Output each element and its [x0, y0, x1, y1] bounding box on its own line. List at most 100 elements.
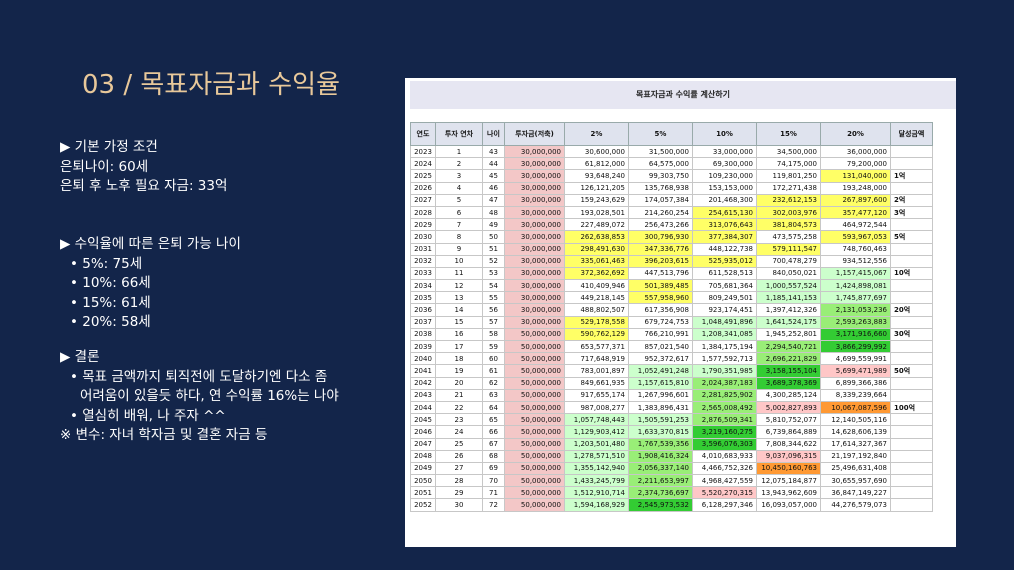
- table-cell: 6,899,366,386: [820, 376, 891, 390]
- table-cell: 2047: [410, 437, 436, 451]
- table-cell: 34,500,000: [756, 144, 821, 159]
- table-cell: 50,000,000: [504, 498, 565, 512]
- table-cell: 1,208,341,085: [692, 327, 757, 342]
- table-cell: [890, 254, 933, 268]
- table-cell: 193,248,000: [820, 181, 891, 195]
- table-row: 2033 11 53 30,000,000 372,362,692 447,513,796…: [410, 266, 933, 281]
- table-cell: 952,372,617: [628, 352, 693, 366]
- table-cell: 700,478,279: [756, 254, 821, 268]
- table-cell: 579,111,547: [756, 242, 821, 256]
- table-cell: 30,000,000: [504, 291, 565, 305]
- table-row: 2028 6 48 30,000,000 193,028,501 214,260,254 2…: [410, 205, 933, 220]
- column-header: 5%: [628, 122, 693, 146]
- table-row: 2023 1 43 30,000,000 30,600,000 31,500,000 33,…: [410, 144, 933, 159]
- table-cell: 2,545,973,532: [628, 498, 693, 512]
- table-cell: 17,614,327,367: [820, 437, 891, 451]
- table-cell: 2,696,221,829: [756, 352, 821, 366]
- conclusion-line-1: • 목표 금액까지 퇴직전에 도달하기엔 다소 좀: [70, 368, 328, 385]
- table-cell: 99,303,750: [628, 169, 693, 183]
- table-cell: 68: [482, 449, 505, 463]
- table-cell: 1,745,877,697: [820, 291, 891, 305]
- table-cell: 3,596,076,303: [692, 437, 757, 451]
- table-cell: 987,008,277: [564, 400, 629, 415]
- table-cell: 917,655,174: [564, 388, 629, 402]
- table-cell: 2,593,263,883: [820, 315, 891, 329]
- table-cell: 923,174,451: [692, 303, 757, 317]
- table-cell: 30,000,000: [504, 266, 565, 281]
- table-cell: 43: [482, 144, 505, 159]
- table-cell: [890, 461, 933, 476]
- table-row: 2052 30 72 50,000,000 1,594,168,929 2,545,973…: [410, 498, 933, 512]
- table-cell: 25: [435, 437, 483, 451]
- returns-table: 연도 투자 연차 나이 투자금(저축) 2% 5% 10% 15% 20% 달성금액 2023 1 4…: [410, 122, 933, 512]
- table-cell: 29: [435, 486, 483, 500]
- table-cell: 64,575,000: [628, 157, 693, 171]
- table-cell: 2,565,008,492: [692, 400, 757, 415]
- table-cell: 4,968,427,559: [692, 474, 757, 488]
- table-cell: 45: [482, 169, 505, 183]
- table-cell: 2038: [410, 327, 436, 342]
- conclusion-heading: ▶ 결론: [60, 349, 100, 365]
- table-cell: [890, 181, 933, 195]
- table-cell: 1,052,491,248: [628, 364, 693, 378]
- table-cell: 70: [482, 474, 505, 488]
- table-cell: [890, 486, 933, 500]
- assumptions-heading: ▶ 기본 가정 조건: [60, 139, 158, 155]
- table-cell: 840,050,021: [756, 266, 821, 281]
- table-row: 2048 26 68 50,000,000 1,278,571,510 1,908,416…: [410, 449, 933, 463]
- table-cell: 172,271,438: [756, 181, 821, 195]
- table-cell: 50,000,000: [504, 474, 565, 488]
- slide-title: 03 / 목표자금과 수익율: [82, 70, 340, 100]
- table-cell: 1,790,351,985: [692, 364, 757, 378]
- table-row: 2049 27 69 50,000,000 1,355,142,940 2,056,337…: [410, 461, 933, 476]
- table-cell: 135,768,938: [628, 181, 693, 195]
- table-row: 2037 15 57 30,000,000 529,178,558 679,724,753…: [410, 315, 933, 329]
- table-row: 2043 21 63 50,000,000 917,655,174 1,267,996,6…: [410, 388, 933, 402]
- table-cell: 10,067,087,596: [820, 400, 891, 415]
- table-cell: 410,409,946: [564, 279, 629, 293]
- table-cell: [890, 157, 933, 171]
- table-cell: 71: [482, 486, 505, 500]
- table-cell: 201,468,300: [692, 193, 757, 207]
- table-cell: [890, 279, 933, 293]
- table-cell: 100억: [890, 400, 933, 415]
- table-cell: 372,362,692: [564, 266, 629, 281]
- table-cell: 1,383,896,431: [628, 400, 693, 415]
- table-row: 2045 23 65 50,000,000 1,057,748,443 1,505,591…: [410, 413, 933, 427]
- table-row: 2051 29 71 50,000,000 1,512,910,714 2,374,736…: [410, 486, 933, 500]
- table-cell: 849,661,935: [564, 376, 629, 390]
- column-header: 10%: [692, 122, 757, 146]
- table-cell: 30억: [890, 327, 933, 342]
- table-cell: 5: [435, 193, 483, 207]
- table-cell: 1,355,142,940: [564, 461, 629, 476]
- table-cell: 1,048,491,896: [692, 315, 757, 329]
- table-cell: 14: [435, 303, 483, 317]
- table-cell: 6,128,297,346: [692, 498, 757, 512]
- column-header: 20%: [820, 122, 891, 146]
- table-cell: 1,278,571,510: [564, 449, 629, 463]
- column-header: 2%: [564, 122, 629, 146]
- table-cell: 7: [435, 218, 483, 232]
- table-cell: 4,466,752,326: [692, 461, 757, 476]
- table-cell: 9: [435, 242, 483, 256]
- table-cell: 447,513,796: [628, 266, 693, 281]
- table-cell: 313,076,643: [692, 218, 757, 232]
- table-row: 2039 17 59 50,000,000 653,577,371 857,021,540…: [410, 339, 933, 354]
- table-cell: 18: [435, 352, 483, 366]
- table-cell: 27: [435, 461, 483, 476]
- table-cell: 50,000,000: [504, 327, 565, 342]
- table-cell: 3,171,916,660: [820, 327, 891, 342]
- table-cell: [890, 315, 933, 329]
- table-cell: 61: [482, 364, 505, 378]
- table-cell: 50,000,000: [504, 486, 565, 500]
- table-cell: 159,243,629: [564, 193, 629, 207]
- table-cell: 69: [482, 461, 505, 476]
- table-cell: 2041: [410, 364, 436, 378]
- column-header: 투자 연차: [435, 122, 483, 146]
- table-cell: 31,500,000: [628, 144, 693, 159]
- table-row: 2046 24 66 50,000,000 1,129,903,412 1,633,370…: [410, 425, 933, 439]
- table-cell: 2,876,509,341: [692, 413, 757, 427]
- table-cell: 21,197,192,840: [820, 449, 891, 463]
- table-cell: 2037: [410, 315, 436, 329]
- table-cell: 7,808,344,622: [756, 437, 821, 451]
